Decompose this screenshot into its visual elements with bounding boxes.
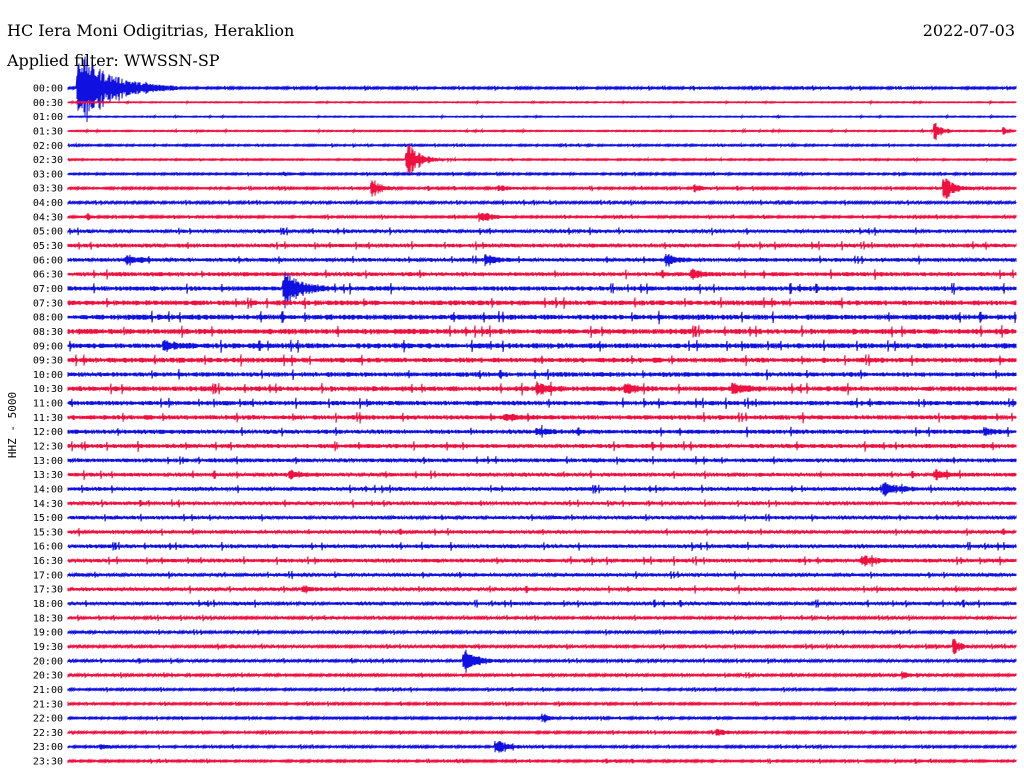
time-tick-label: 15:00 <box>33 513 63 524</box>
time-tick-label: 16:00 <box>33 542 63 553</box>
time-tick-label: 04:00 <box>33 198 63 209</box>
time-tick-label: 06:30 <box>33 270 63 281</box>
time-tick-label: 12:30 <box>33 442 63 453</box>
time-tick-label: 01:00 <box>33 112 63 123</box>
time-tick-label: 08:00 <box>33 313 63 324</box>
time-tick-label: 09:30 <box>33 356 63 367</box>
time-tick-label: 18:30 <box>33 613 63 624</box>
time-tick-label: 03:00 <box>33 169 63 180</box>
time-tick-label: 07:30 <box>33 298 63 309</box>
time-tick-label: 12:00 <box>33 427 63 438</box>
time-tick-label: 05:30 <box>33 241 63 252</box>
time-tick-label: 09:00 <box>33 341 63 352</box>
time-tick-label: 17:00 <box>33 570 63 581</box>
time-tick-label: 20:00 <box>33 656 63 667</box>
time-tick-label: 22:30 <box>33 728 63 739</box>
time-tick-label: 18:00 <box>33 599 63 610</box>
time-tick-label: 01:30 <box>33 126 63 137</box>
time-tick-label: 21:00 <box>33 685 63 696</box>
time-tick-label: 11:30 <box>33 413 63 424</box>
y-axis-label: HHZ - 5000 <box>6 392 19 458</box>
time-tick-label: 13:30 <box>33 470 63 481</box>
time-tick-label: 23:00 <box>33 742 63 753</box>
time-tick-label: 10:00 <box>33 370 63 381</box>
time-tick-label: 13:00 <box>33 456 63 467</box>
time-tick-label: 03:30 <box>33 184 63 195</box>
time-tick-labels: 00:00 00:30 01:00 01:30 02:00 02:30 03:00 03:30… <box>33 84 63 768</box>
time-tick-label: 19:00 <box>33 628 63 639</box>
time-tick-label: 17:30 <box>33 585 63 596</box>
time-tick-label: 07:00 <box>33 284 63 295</box>
time-tick-label: 04:30 <box>33 212 63 223</box>
time-tick-label: 11:00 <box>33 399 63 410</box>
time-tick-label: 16:30 <box>33 556 63 567</box>
time-tick-label: 14:30 <box>33 499 63 510</box>
time-tick-label: 10:30 <box>33 384 63 395</box>
time-tick-label: 14:00 <box>33 484 63 495</box>
time-tick-label: 22:00 <box>33 714 63 725</box>
station-title: HC Iera Moni Odigitrias, Heraklion <box>7 21 294 40</box>
time-tick-label: 21:30 <box>33 699 63 710</box>
time-tick-label: 00:30 <box>33 98 63 109</box>
date-label: 2022-07-03 <box>923 21 1015 40</box>
time-tick-label: 15:30 <box>33 527 63 538</box>
time-tick-label: 00:00 <box>33 84 63 95</box>
time-tick-label: 05:00 <box>33 227 63 238</box>
time-tick-label: 19:30 <box>33 642 63 653</box>
time-tick-label: 02:00 <box>33 141 63 152</box>
trace-group <box>67 56 1017 765</box>
time-tick-label: 23:30 <box>33 757 63 768</box>
time-tick-label: 02:30 <box>33 155 63 166</box>
filter-label: Applied filter: WWSSN-SP <box>6 51 220 70</box>
time-tick-label: 20:30 <box>33 671 63 682</box>
time-tick-label: 08:30 <box>33 327 63 338</box>
time-tick-label: 06:00 <box>33 255 63 266</box>
